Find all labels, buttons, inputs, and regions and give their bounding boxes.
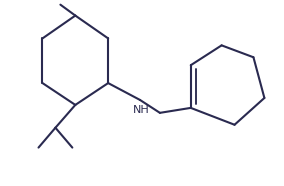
Text: NH: NH [133,105,150,116]
